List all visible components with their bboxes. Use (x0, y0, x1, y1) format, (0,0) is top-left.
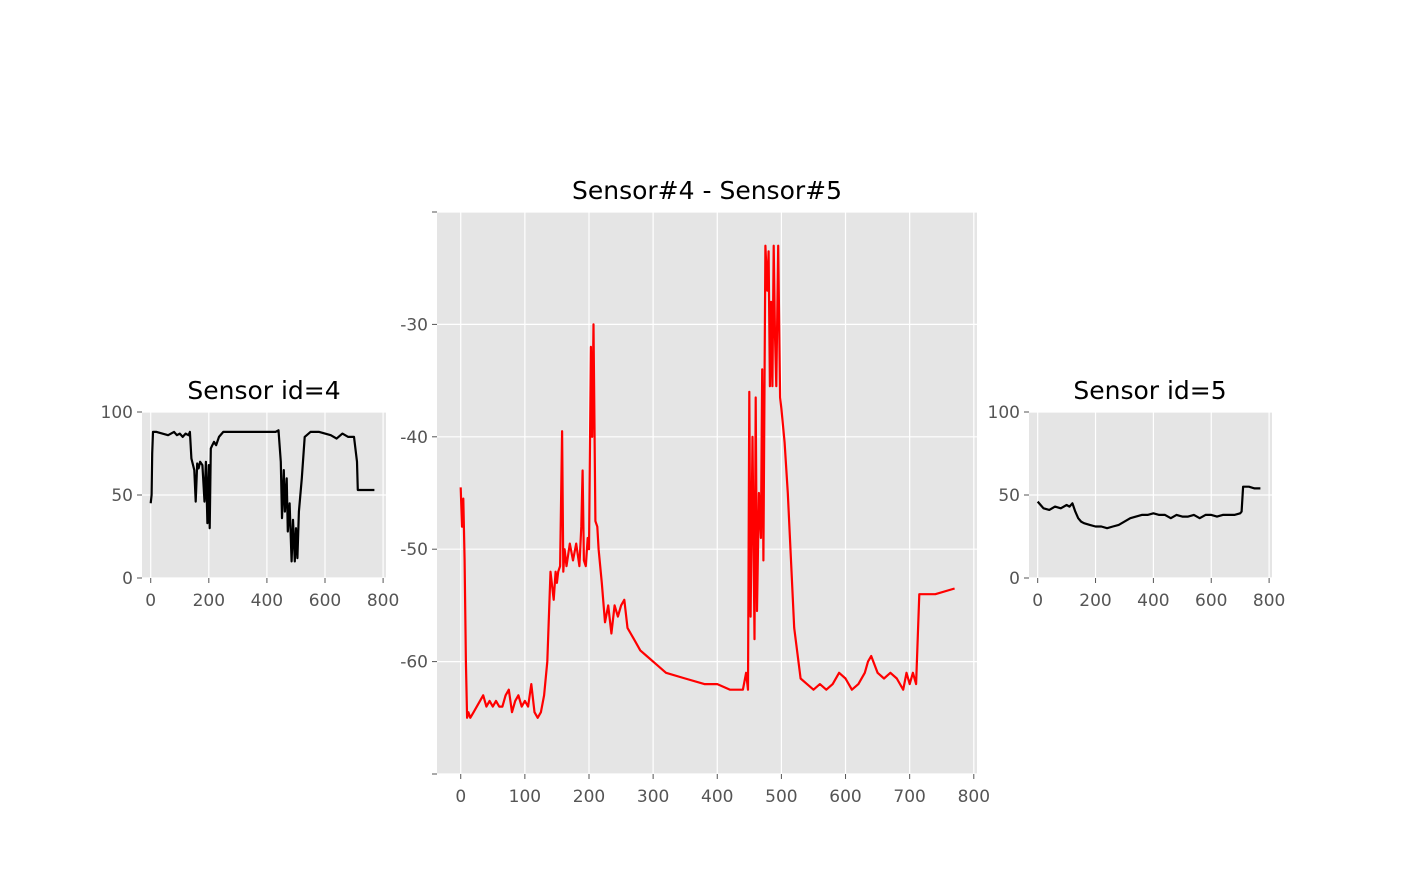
x-tick-label: 200 (193, 591, 225, 611)
chart-sensor-5: 0 200 400 600 800 0 50 100 Sensor id=5 (988, 376, 1286, 611)
x-tick-label: 200 (573, 787, 605, 807)
y-tick-label: 0 (1009, 569, 1020, 589)
y-tick-label: -60 (400, 653, 428, 673)
x-tick-label: 800 (1253, 591, 1285, 611)
y-tick-label: -30 (400, 315, 428, 335)
x-tick-label: 0 (455, 787, 466, 807)
series-line-right-0 (1036, 485, 1261, 530)
x-tick-label: 400 (1137, 591, 1169, 611)
x-tick-label: 400 (251, 591, 283, 611)
y-tick-label: 100 (988, 403, 1020, 423)
chart-title-difference: Sensor#4 - Sensor#5 (572, 176, 842, 205)
series-line-left-0 (149, 429, 375, 563)
chart-sensor-4: 0 200 400 600 800 0 50 100 Sensor id=4 (101, 376, 400, 611)
x-tick-label: 100 (509, 787, 541, 807)
plot-area-difference (437, 212, 977, 774)
x-tick-label: 600 (309, 591, 341, 611)
x-tick-label: 800 (367, 591, 399, 611)
y-tick-label: -40 (400, 428, 428, 448)
y-tick-label: -50 (400, 540, 428, 560)
x-tick-label: 500 (765, 787, 797, 807)
chart-difference: 0 100 200 300 400 500 600 700 800 -60 -50 -40 -30 S… (400, 176, 990, 807)
y-tick-label: 0 (122, 569, 133, 589)
x-tick-label: 400 (701, 787, 733, 807)
x-tick-label: 0 (145, 591, 156, 611)
x-tick-label: 600 (829, 787, 861, 807)
x-tick-label: 800 (958, 787, 990, 807)
x-tick-label: 700 (893, 787, 925, 807)
y-tick-label: 100 (101, 403, 133, 423)
x-tick-label: 0 (1032, 591, 1043, 611)
y-tick-label: 50 (998, 486, 1020, 506)
x-tick-label: 300 (637, 787, 669, 807)
chart-title-sensor-4: Sensor id=4 (187, 376, 340, 405)
chart-title-sensor-5: Sensor id=5 (1073, 376, 1226, 405)
x-tick-label: 200 (1079, 591, 1111, 611)
y-tick-label: 50 (111, 486, 133, 506)
x-tick-label: 600 (1195, 591, 1227, 611)
series-line-center-0 (459, 244, 955, 719)
